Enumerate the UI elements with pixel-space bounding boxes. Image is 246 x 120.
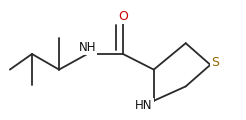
Text: HN: HN xyxy=(135,99,153,112)
Text: NH: NH xyxy=(78,42,96,54)
Text: O: O xyxy=(118,10,128,23)
Text: S: S xyxy=(211,56,219,69)
